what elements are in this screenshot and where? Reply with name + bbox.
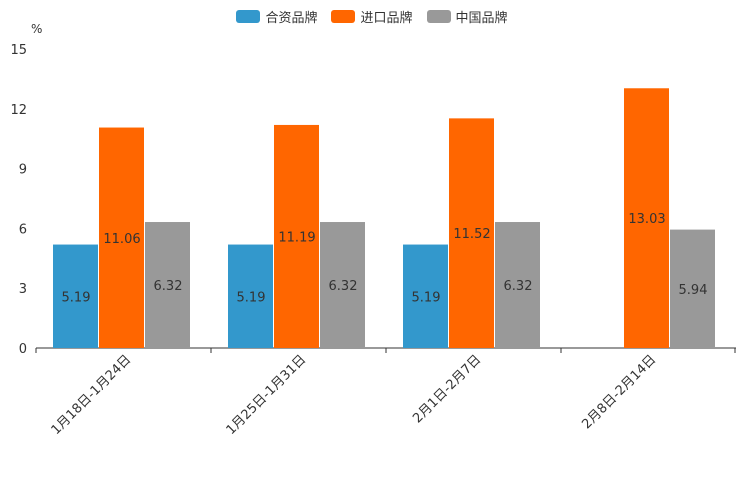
data-label: 11.19 bbox=[278, 230, 315, 245]
bar bbox=[99, 127, 144, 349]
x-tick-label: 1月25日-1月31日 bbox=[224, 352, 310, 438]
bar bbox=[228, 244, 273, 348]
legend-swatch-joint-venture bbox=[236, 10, 261, 23]
bar bbox=[449, 118, 494, 348]
legend-item-chinese[interactable]: 中国品牌 bbox=[426, 7, 508, 26]
data-label: 11.06 bbox=[103, 232, 140, 247]
legend-label-joint-venture: 合资品牌 bbox=[265, 11, 318, 26]
x-tick-label: 1月18日-1月24日 bbox=[49, 352, 135, 438]
x-tick-label: 2月8日-2月14日 bbox=[579, 352, 659, 432]
y-axis-unit: % bbox=[31, 22, 43, 36]
data-label: 5.19 bbox=[62, 290, 91, 305]
data-label: 6.32 bbox=[329, 279, 358, 294]
bar bbox=[403, 244, 448, 348]
legend-item-imported[interactable]: 进口品牌 bbox=[331, 7, 413, 26]
y-tick-label: 6 bbox=[19, 222, 27, 237]
legend: 合资品牌 进口品牌 中国品牌 bbox=[0, 7, 744, 26]
y-tick-label: 0 bbox=[19, 342, 27, 357]
y-tick-label: 9 bbox=[19, 163, 27, 178]
bar bbox=[320, 222, 365, 348]
bar bbox=[145, 222, 190, 348]
y-tick-label: 15 bbox=[10, 43, 27, 58]
data-label: 5.19 bbox=[237, 290, 266, 305]
data-label: 5.94 bbox=[679, 283, 708, 298]
data-label: 6.32 bbox=[154, 279, 183, 294]
data-label: 6.32 bbox=[504, 279, 533, 294]
legend-swatch-imported bbox=[331, 10, 356, 23]
data-label: 13.03 bbox=[628, 212, 665, 227]
legend-label-chinese: 中国品牌 bbox=[455, 11, 508, 26]
legend-swatch-chinese bbox=[426, 10, 451, 23]
bar bbox=[495, 222, 540, 348]
bar bbox=[670, 229, 715, 348]
data-label: 5.19 bbox=[412, 290, 441, 305]
bar bbox=[53, 244, 98, 348]
y-tick-label: 3 bbox=[19, 282, 27, 297]
bar bbox=[274, 124, 319, 348]
data-label: 11.52 bbox=[453, 227, 490, 242]
y-tick-label: 12 bbox=[10, 103, 27, 118]
legend-label-imported: 进口品牌 bbox=[360, 11, 413, 26]
bar bbox=[624, 88, 669, 348]
x-tick-label: 2月1日-2月7日 bbox=[410, 352, 484, 426]
legend-item-joint-venture[interactable]: 合资品牌 bbox=[236, 7, 317, 26]
